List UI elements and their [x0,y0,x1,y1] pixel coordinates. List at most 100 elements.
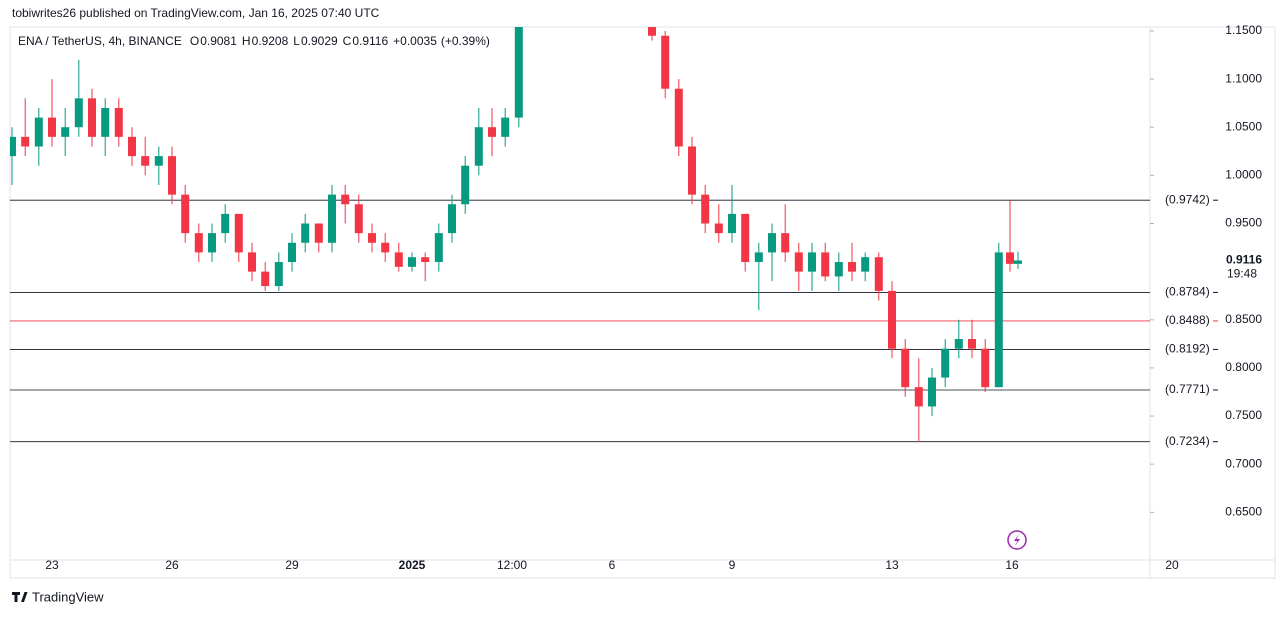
legend-text: L [293,34,300,48]
candle-body [221,213,230,234]
candle-body [914,387,923,407]
y-tick-label: 0.8500 [1225,312,1262,326]
y-tick-label: 0.6500 [1225,505,1262,519]
candle-body [114,107,123,137]
y-tick-label: 0.7500 [1225,408,1262,422]
candle-body [101,107,110,137]
y-tick-label: 1.1500 [1225,23,1262,37]
candle-body [48,117,56,137]
candle-body [728,213,736,234]
legend-text: 0.9029 [301,34,338,48]
candle-body [888,290,896,349]
candle-body [848,262,856,272]
level-label: (0.9742) [1165,192,1210,206]
candle-body [354,204,363,234]
candle-body [421,257,430,263]
candle-body [274,262,283,287]
candle-body [141,156,150,166]
candle-body [781,233,790,253]
legend-text: +0.0035 [393,34,437,48]
x-tick-label: 9 [729,558,736,572]
candle-body [1006,252,1014,264]
legend-text: O [190,34,199,48]
candle-body [674,88,683,147]
candle-body [34,117,43,147]
candle-body [181,194,190,234]
candle-body [74,98,83,128]
candle-body [768,233,776,253]
candle-body [168,156,176,195]
legend-text: 0.9208 [252,34,289,48]
candle-body [394,252,403,267]
candle-body [741,213,750,263]
candle-body [661,35,670,89]
candle-body [954,339,963,349]
candle-body [288,242,296,263]
level-label: (0.8488) [1165,313,1210,327]
candle-body [981,348,990,388]
candle-body [88,98,96,137]
candle-body [328,194,336,243]
last-price: 0.9116 [1226,253,1262,267]
candle-body [341,194,350,205]
candle-body [408,257,416,267]
legend-text: (+0.39%) [441,34,490,48]
candle-body [648,27,656,36]
candle-body [474,127,483,166]
candle-body [994,252,1003,388]
x-tick-label: 12:00 [497,558,527,572]
candle-body [968,339,976,349]
candle-body [261,271,270,287]
candle-body [368,233,376,243]
candle-body [208,233,216,253]
x-tick-label: 29 [285,558,299,572]
x-tick-label: 26 [165,558,179,572]
candle-body [514,27,523,118]
candle-body [128,136,136,157]
candle-body [434,233,443,263]
candle-body [754,252,763,263]
x-tick-label: 2025 [399,558,426,572]
candle-body [301,223,310,243]
candle-body [808,252,816,272]
candle-body [701,194,710,224]
header: ENA / TetherUS, 4h, BINANCE O 0.9081 H 0.920… [18,34,490,48]
brand-logo [12,592,28,602]
candle-body [10,136,16,157]
level-label: (0.8192) [1165,342,1210,356]
candle-body [461,165,470,205]
candle-body [874,257,883,291]
y-tick-label: 0.7000 [1225,456,1262,470]
candle-body [448,204,456,234]
plot [10,27,1150,443]
countdown: 19:48 [1227,267,1257,281]
frame [9,26,1276,579]
level-label: (0.8784) [1165,285,1210,299]
y-tick-label: 1.0000 [1225,168,1262,182]
legend-text: 0.9081 [200,34,237,48]
candle-body [154,156,163,166]
candle-body [928,377,936,407]
y-tick-label: 0.8000 [1225,360,1262,374]
x-tick-label: 13 [885,558,899,572]
legend-text: ENA / TetherUS, 4h, BINANCE [18,34,182,48]
candle-body [501,117,510,137]
candle-body [901,348,910,388]
candle-body [234,213,243,253]
candle-body [941,348,950,378]
x-tick-label: 23 [45,558,59,572]
candle-body [314,223,323,243]
candle-body [194,233,203,253]
candle-body [381,242,390,253]
y-tick-label: 0.9500 [1225,216,1262,230]
candle-body [861,257,870,272]
x-tick-label: 16 [1005,558,1019,572]
candle-body [834,262,843,277]
candle-body [21,136,30,147]
published-by: tobiwrites26 published on TradingView.co… [12,6,380,20]
candle-body [821,252,830,277]
candle-body [488,127,496,137]
legend-text: C [343,34,352,48]
level-label: (0.7234) [1165,434,1210,448]
